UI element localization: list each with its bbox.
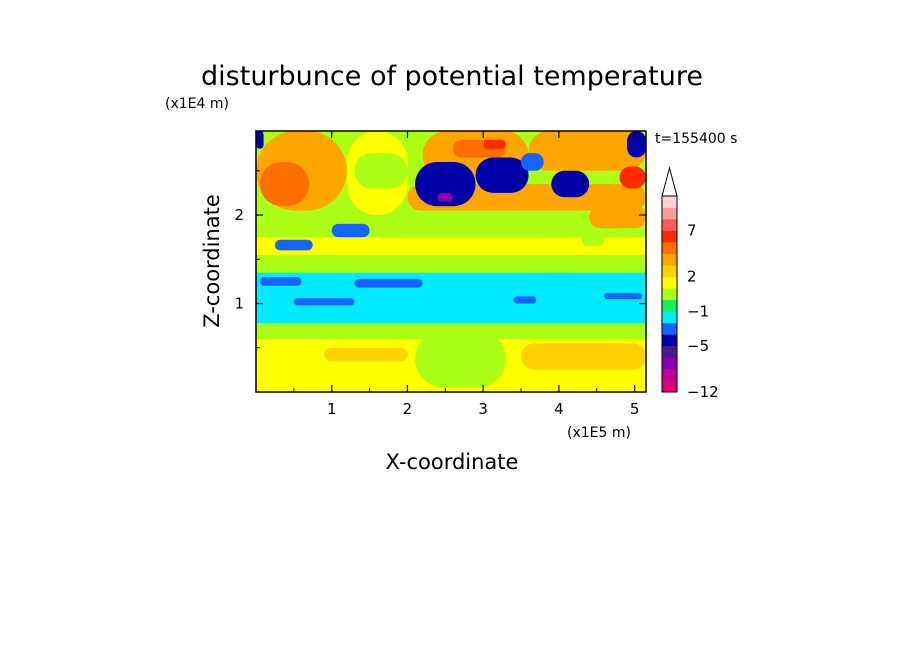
colorbar-extend-max [661, 166, 678, 197]
colorbar-swatch-12 [662, 242, 677, 254]
time-label: t=155400 s [655, 131, 737, 147]
colorbar-swatch-5 [662, 322, 677, 335]
heatmap-region-16 [274, 239, 313, 251]
heatmap-region-12 [604, 292, 643, 300]
colorbar-label--12: −12 [687, 383, 719, 401]
x-axis-label: X-coordinate [386, 450, 519, 474]
heatmap-region-37 [619, 228, 635, 238]
colorbar-swatch-14 [662, 219, 677, 231]
heatmap-region-5 [256, 323, 646, 339]
colorbar-swatch-3 [662, 345, 677, 358]
heatmap-region-28 [551, 170, 590, 198]
x-tick-label-1: 1 [327, 400, 337, 418]
colorbar-swatch-13 [662, 230, 677, 243]
x-axis-ticks: 1 2 3 4 5 [293, 131, 640, 418]
x-tick-label-3: 3 [478, 400, 488, 418]
heatmap-region-11 [513, 296, 537, 304]
colorbar-swatch-7 [662, 299, 677, 312]
x-tick-label-4: 4 [554, 400, 564, 418]
colorbar-swatch-6 [662, 311, 677, 324]
heatmap-region-31 [521, 153, 544, 171]
y-unit-label: (x1E4 m) [165, 96, 229, 112]
chart-title: disturbunce of potential temperature [201, 61, 703, 92]
heatmap-region-17 [331, 223, 370, 238]
heatmap-region-34 [619, 166, 646, 189]
x-tick-label-5: 5 [630, 400, 640, 418]
colorbar-swatch-16 [662, 196, 677, 208]
heatmap-region-33 [256, 131, 264, 149]
heatmap-region-36 [581, 232, 605, 246]
heatmap-region-29 [437, 192, 453, 202]
plot-frame [255, 130, 647, 393]
heatmap-region-8 [354, 278, 423, 288]
heatmap-region-6 [256, 272, 646, 323]
heatmap-region-19 [259, 162, 309, 207]
colorbar-label-7: 7 [687, 222, 697, 240]
heatmap-region-2 [324, 347, 408, 362]
heatmap-region-13 [256, 254, 646, 273]
colorbar-swatch-10 [662, 265, 677, 278]
colorbar-swatch-1 [662, 368, 677, 381]
heatmap-region-30 [589, 206, 646, 229]
colorbar-label--1: −1 [687, 302, 709, 320]
heatmap-region-32 [627, 131, 646, 158]
x-unit-label: (x1E5 m) [567, 425, 631, 441]
colorbar-label--5: −5 [687, 337, 709, 355]
colorbar-swatch-2 [662, 357, 677, 370]
heatmap-region-25 [528, 131, 646, 171]
heatmap-region-15 [256, 210, 646, 238]
colorbar-swatch-4 [662, 334, 677, 347]
plot-area [255, 130, 647, 393]
y-tick-label-2: 2 [234, 206, 244, 224]
y-axis-ticks: 12 [234, 170, 646, 349]
colorbar-label-2: 2 [687, 268, 697, 286]
y-axis-label: Z-coordinate [200, 194, 224, 328]
colorbar: −12−5−127 [661, 166, 719, 401]
colorbar-swatch-0 [662, 380, 677, 393]
heatmap-region-10 [293, 298, 355, 306]
colorbar-swatch-15 [662, 207, 677, 220]
heatmap-region-21 [354, 153, 408, 189]
heatmap-region-35 [483, 139, 506, 149]
heatmap-region-14 [256, 237, 646, 255]
colorbar-swatch-8 [662, 288, 677, 301]
heatmap-regions [256, 131, 646, 392]
heatmap-region-3 [415, 330, 506, 388]
colorbar-swatch-9 [662, 276, 677, 289]
heatmap-region-7 [259, 277, 302, 286]
heatmap-region-4 [521, 343, 646, 370]
heatmap-region-27 [475, 157, 529, 193]
colorbar-swatch-11 [662, 253, 677, 266]
heatmap-region-26 [415, 162, 476, 207]
y-tick-label-1: 1 [234, 295, 244, 313]
x-tick-label-2: 2 [403, 400, 413, 418]
